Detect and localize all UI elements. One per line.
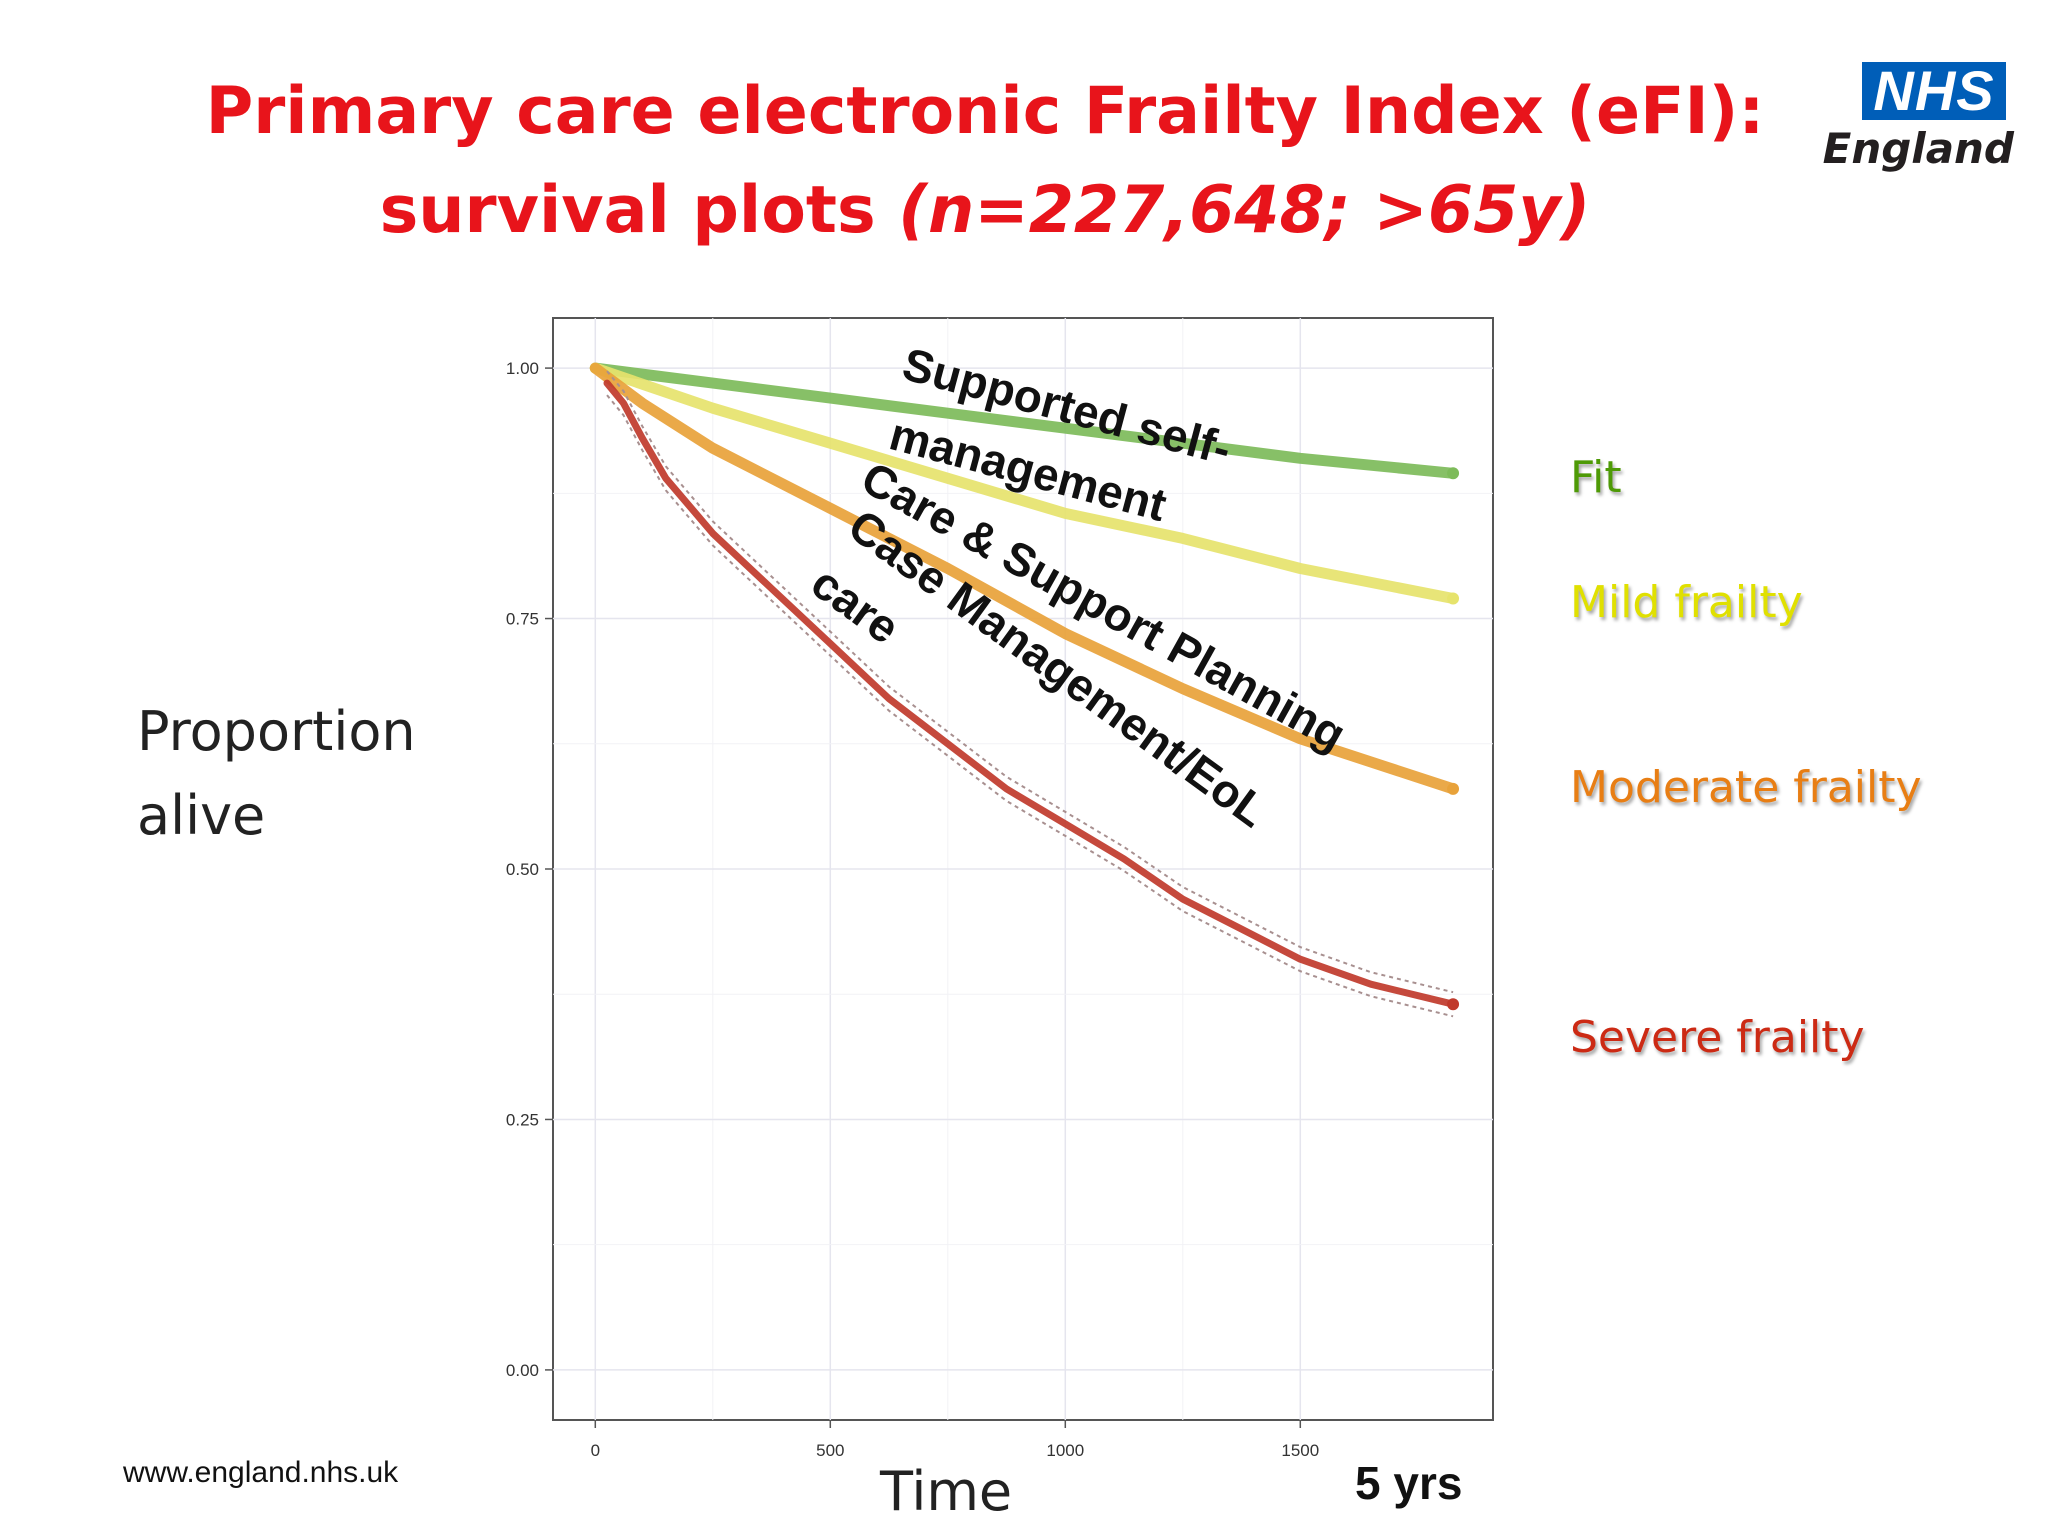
severe-frailty-ci-lower	[606, 394, 1454, 1018]
y-tick-label: 1.00	[506, 359, 539, 378]
x-tick-label: 0	[591, 1441, 600, 1460]
nhs-logo-england: England	[1822, 124, 2014, 173]
y-tick-label: 0.50	[506, 860, 539, 879]
fit-line	[589, 362, 1459, 479]
severe-frailty-line	[603, 379, 1457, 1008]
x-tick-label: 500	[816, 1441, 844, 1460]
page-title: Primary care electronic Frailty Index (e…	[200, 62, 1770, 260]
footer-url: www.england.nhs.uk	[123, 1456, 399, 1489]
severe-frailty-ci-upper	[606, 370, 1454, 994]
legend-mild-frailty: Mild frailty	[1570, 577, 1803, 628]
five-years-label: 5 yrs	[1355, 1457, 1463, 1509]
legend-severe-frailty: Severe frailty	[1570, 1012, 1865, 1063]
title-line-2-italic: (n=227,648; >65y)	[898, 173, 1591, 248]
moderate-frailty-line	[589, 362, 1459, 795]
legend-moderate-frailty: Moderate frailty	[1570, 762, 1922, 813]
x-tick-label: 1500	[1281, 1441, 1319, 1460]
nhs-england-logo: NHS England	[1812, 62, 2014, 176]
legend-fit: Fit	[1570, 452, 1622, 503]
title-line-2-plain: survival plots	[379, 173, 899, 248]
y-tick-label: 0.00	[506, 1361, 539, 1380]
moderate-frailty-endpoint	[1447, 782, 1460, 795]
x-tick-label: 1000	[1046, 1441, 1084, 1460]
y-tick-label: 0.75	[506, 610, 539, 629]
mild-frailty-line	[589, 362, 1459, 604]
severe-frailty-endpoint	[1447, 998, 1460, 1011]
mild-frailty-endpoint	[1447, 592, 1460, 605]
x-axis-label: Time	[880, 1460, 1013, 1523]
nhs-logo-box: NHS	[1862, 62, 2006, 120]
title-line-2: survival plots (n=227,648; >65y)	[200, 161, 1770, 260]
y-tick-label: 0.25	[506, 1110, 539, 1129]
fit-endpoint	[1447, 467, 1460, 480]
title-line-1: Primary care electronic Frailty Index (e…	[205, 74, 1765, 149]
y-axis-label: Proportion alive	[137, 700, 416, 847]
